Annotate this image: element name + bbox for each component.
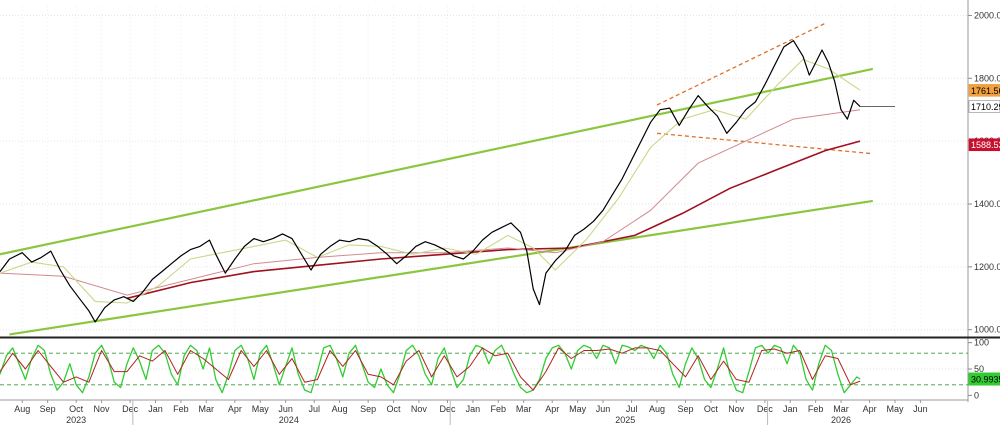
stoch-tags: 30.9935 bbox=[968, 372, 1000, 386]
x-month-label: May bbox=[886, 404, 904, 414]
x-month-label: Oct bbox=[69, 404, 84, 414]
price-tag-label: 1761.56 bbox=[971, 86, 1000, 96]
x-month-label: Aug bbox=[649, 404, 665, 414]
stoch-k-line bbox=[0, 344, 861, 394]
x-month-label: Jun bbox=[278, 404, 293, 414]
x-month-label: Oct bbox=[387, 404, 402, 414]
price-tag-label: 1588.53 bbox=[971, 140, 1000, 150]
stoch-y-tick-label: 50 bbox=[974, 364, 984, 374]
x-month-label: Dec bbox=[757, 404, 774, 414]
x-month-label: Nov bbox=[411, 404, 428, 414]
x-month-label: Feb bbox=[808, 404, 824, 414]
x-month-label: Nov bbox=[728, 404, 745, 414]
x-year-label: 2026 bbox=[831, 415, 851, 425]
price-tag-label: 1710.29 bbox=[971, 102, 1000, 112]
price-grid bbox=[0, 6, 968, 336]
stoch-y-axis: 100 50 0 bbox=[968, 338, 989, 400]
x-month-label: Sep bbox=[40, 404, 56, 414]
x-month-label: Dec bbox=[122, 404, 139, 414]
x-month-label: Mar bbox=[516, 404, 532, 414]
price-tag-box bbox=[968, 100, 1000, 113]
stoch-y-tick-label: 0 bbox=[974, 390, 979, 400]
x-month-label: Jul bbox=[626, 404, 638, 414]
price-y-tick-label: 2000.00 bbox=[974, 10, 1000, 20]
x-month-label: Jan bbox=[148, 404, 163, 414]
price-tags: 1761.56 1710.29 1588.53 bbox=[968, 84, 1000, 152]
x-year-label: 2024 bbox=[279, 415, 299, 425]
x-month-label: Aug bbox=[332, 404, 348, 414]
price-line bbox=[0, 39, 861, 323]
x-month-label: Nov bbox=[94, 404, 111, 414]
price-overlays bbox=[0, 22, 895, 336]
channel-lower-line bbox=[9, 199, 873, 336]
dashed-upper-trendline bbox=[656, 22, 826, 106]
price-tag-box bbox=[968, 84, 1000, 97]
x-month-label: Sep bbox=[678, 404, 694, 414]
x-month-label: Apr bbox=[228, 404, 242, 414]
x-month-label: Sep bbox=[360, 404, 376, 414]
x-month-label: Aug bbox=[14, 404, 30, 414]
x-month-label: May bbox=[252, 404, 270, 414]
x-month-label: Feb bbox=[491, 404, 507, 414]
x-month-label: Mar bbox=[833, 404, 849, 414]
channel-upper-line bbox=[0, 67, 874, 256]
x-month-label: May bbox=[569, 404, 587, 414]
ma-mid-line bbox=[0, 109, 861, 296]
x-month-label: Jan bbox=[466, 404, 481, 414]
x-month-label: Mar bbox=[199, 404, 215, 414]
price-y-tick-label: 1800.00 bbox=[974, 73, 1000, 83]
x-month-label: Jul bbox=[308, 404, 320, 414]
x-month-label: Dec bbox=[439, 404, 456, 414]
stoch-tag-label: 30.9935 bbox=[971, 375, 1000, 385]
stoch-y-tick-label: 100 bbox=[974, 338, 989, 348]
price-y-tick-label: 1400.00 bbox=[974, 199, 1000, 209]
stoch-lines bbox=[0, 344, 861, 394]
ma-long-line bbox=[126, 140, 861, 300]
x-month-label: Jun bbox=[913, 404, 928, 414]
x-month-label: Jun bbox=[596, 404, 611, 414]
price-y-tick-label: 1000.00 bbox=[974, 325, 1000, 335]
x-month-label: Apr bbox=[863, 404, 877, 414]
x-month-label: Feb bbox=[173, 404, 189, 414]
x-month-label: Apr bbox=[545, 404, 559, 414]
stoch-d-line bbox=[0, 347, 861, 391]
price-y-tick-label: 1200.00 bbox=[974, 262, 1000, 272]
x-axis: Aug Sep Oct Nov Dec Jan Feb Mar Apr May Jun Jul Aug S… bbox=[0, 399, 968, 425]
x-year-label: 2025 bbox=[615, 415, 635, 425]
dashed-lower-trendline bbox=[656, 132, 873, 155]
x-month-label: Jan bbox=[783, 404, 798, 414]
ma-short-line bbox=[0, 58, 861, 304]
x-year-label: 2023 bbox=[66, 415, 86, 425]
price-tag-box bbox=[968, 138, 1000, 152]
stoch-tag-box bbox=[968, 372, 1000, 386]
x-month-label: Oct bbox=[704, 404, 719, 414]
